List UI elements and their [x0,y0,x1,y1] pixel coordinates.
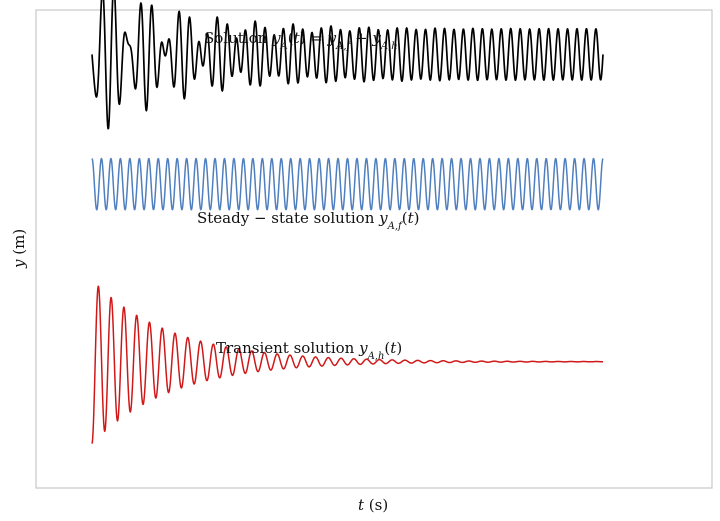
solution-line [91,0,604,130]
x-axis-label: t (s) [358,496,388,514]
solution-label: Solution yA(t) = yA,f + yA,h [204,29,398,52]
steady-label-word: Steady − state solution [197,209,375,227]
plot-frame [35,9,713,489]
transient-label-word: Transient solution [216,339,355,357]
series-layer [91,0,604,444]
transient-label: Transient solution yA,h(t) [216,339,402,362]
y-axis-label: y (m) [10,229,28,269]
steady-label: Steady − state solution yA,f(t) [197,209,419,232]
solution-label-math: y [271,29,281,47]
solution-label-word: Solution [204,29,268,47]
transient-line [91,285,604,444]
steady-state-line [91,157,604,211]
